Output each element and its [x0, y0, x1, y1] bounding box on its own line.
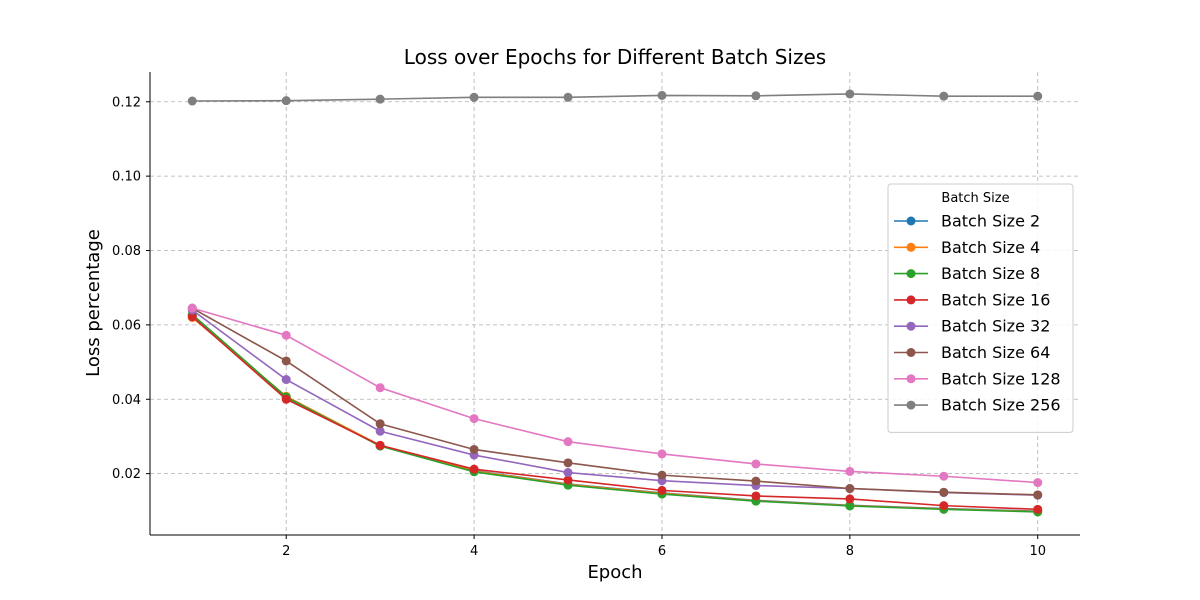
chart-title: Loss over Epochs for Different Batch Siz…	[404, 45, 826, 69]
ticks: 2 4 6 8 10 0.02 0.04 0.06 0.08 0.10 0.12	[112, 95, 1046, 559]
legend-label: Batch Size 256	[941, 396, 1061, 415]
data-point	[563, 458, 573, 468]
legend-swatch-marker	[906, 295, 916, 305]
axes	[149, 72, 1080, 536]
x-tick-label: 2	[282, 544, 290, 559]
legend-swatch-marker	[906, 321, 916, 331]
data-point	[1033, 478, 1043, 488]
data-point	[281, 375, 291, 385]
x-tick-label: 4	[470, 544, 478, 559]
legend-swatch-marker	[906, 242, 916, 252]
data-point	[469, 414, 479, 424]
legend-item: Batch Size 32	[894, 317, 1050, 336]
data-point	[469, 92, 479, 102]
data-point	[563, 437, 573, 447]
legend-swatch-marker	[906, 374, 916, 384]
data-point	[845, 501, 855, 511]
series-batch-size-256	[187, 89, 1043, 106]
y-tick-label: 0.04	[112, 393, 141, 408]
data-point	[751, 476, 761, 486]
legend-item: Batch Size 256	[894, 396, 1061, 415]
legend: Batch Size Batch Size 2 Batch Size 4 Batch …	[887, 183, 1074, 433]
legend-swatch-marker	[906, 269, 916, 279]
legend-swatch-marker	[906, 216, 916, 226]
data-point	[281, 394, 291, 404]
legend-swatch-marker	[906, 348, 916, 357]
data-point	[939, 471, 949, 481]
legend-item: Batch Size 128	[894, 369, 1061, 388]
data-point	[939, 501, 949, 511]
x-axis-title: Epoch	[587, 562, 642, 583]
data-point	[187, 312, 197, 322]
legend-label: Batch Size 2	[941, 212, 1040, 231]
y-tick-label: 0.02	[112, 467, 141, 482]
legend-label: Batch Size 16	[941, 290, 1050, 309]
legend-label: Batch Size 32	[941, 317, 1050, 336]
data-point	[563, 468, 573, 478]
legend-item: Batch Size 64	[894, 343, 1050, 362]
data-point	[939, 487, 949, 497]
legend-item: Batch Size 2	[894, 212, 1040, 231]
y-axis-title: Loss percentage	[83, 229, 104, 377]
legend-item: Batch Size 4	[894, 238, 1040, 257]
data-point	[751, 459, 761, 469]
data-point	[187, 96, 197, 106]
series-batch-size-16	[187, 312, 1043, 514]
data-point	[657, 449, 667, 459]
data-point	[1033, 504, 1043, 514]
series-group	[187, 89, 1043, 517]
data-point	[375, 419, 385, 429]
legend-label: Batch Size 4	[941, 238, 1040, 257]
legend-title: Batch Size	[941, 191, 1009, 206]
data-point	[375, 426, 385, 436]
data-point	[563, 92, 573, 102]
data-point	[187, 303, 197, 313]
data-point	[469, 444, 479, 454]
data-point	[845, 484, 855, 494]
legend-label: Batch Size 8	[941, 264, 1040, 283]
data-point	[751, 491, 761, 501]
data-point	[469, 464, 479, 474]
data-point	[845, 89, 855, 99]
series-line	[191, 307, 1038, 496]
legend-item: Batch Size 8	[894, 264, 1040, 283]
series-line	[192, 93, 1038, 102]
y-tick-label: 0.06	[112, 318, 141, 333]
data-point	[657, 470, 667, 480]
series-line	[192, 307, 1038, 484]
series-line	[191, 316, 1038, 511]
data-point	[939, 91, 949, 101]
data-point	[1033, 490, 1043, 500]
data-point	[657, 90, 667, 100]
data-point	[281, 356, 291, 366]
data-point	[845, 494, 855, 504]
data-point	[563, 475, 573, 485]
x-tick-label: 10	[1029, 544, 1046, 559]
data-point	[281, 330, 291, 340]
y-tick-label: 0.08	[112, 244, 141, 259]
data-point	[375, 383, 385, 393]
x-tick-label: 8	[846, 544, 854, 559]
data-point	[375, 440, 385, 450]
y-tick-label: 0.12	[112, 95, 141, 110]
y-tick-label: 0.10	[112, 170, 141, 185]
data-point	[281, 96, 291, 106]
legend-swatch-marker	[906, 400, 916, 410]
data-point	[845, 466, 855, 476]
data-point	[751, 91, 761, 101]
series-batch-size-64	[187, 303, 1043, 500]
data-point	[375, 94, 385, 104]
legend-label: Batch Size 64	[941, 343, 1050, 362]
legend-frame	[887, 183, 1074, 433]
data-point	[1033, 91, 1043, 101]
legend-item: Batch Size 16	[894, 290, 1050, 309]
x-tick-label: 6	[658, 544, 666, 559]
series-batch-size-128	[187, 303, 1043, 488]
data-point	[657, 485, 667, 495]
legend-label: Batch Size 128	[941, 369, 1061, 388]
